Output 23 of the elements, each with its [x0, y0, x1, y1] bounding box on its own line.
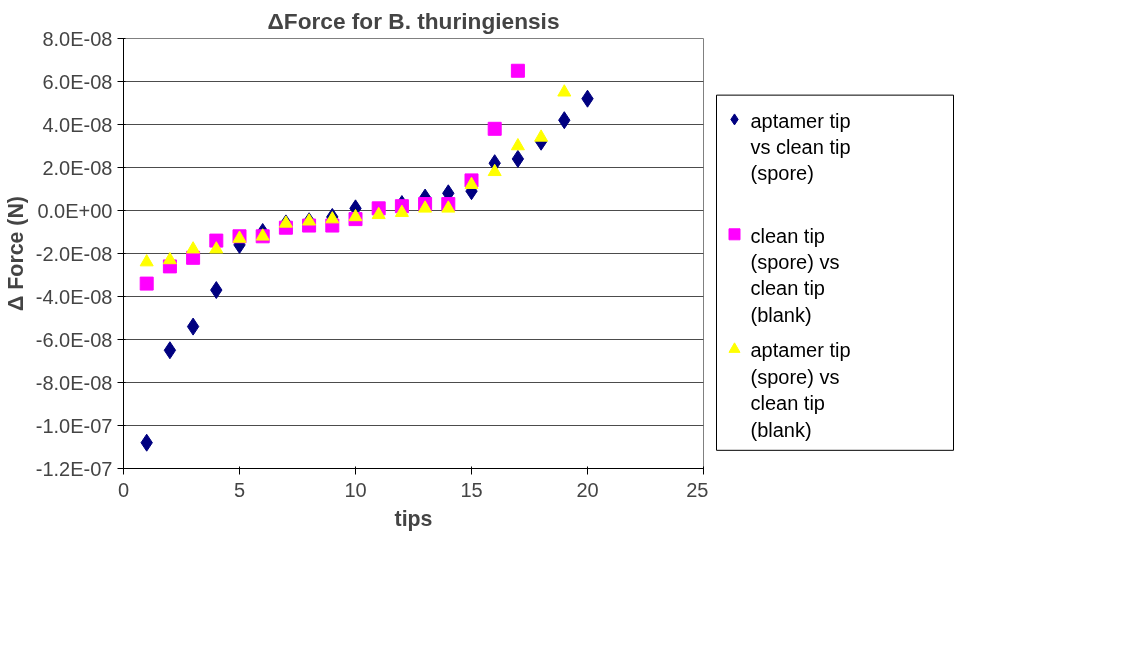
- y-tick-label: 2.0E-08: [42, 156, 113, 179]
- x-axis-title: tips: [394, 506, 433, 531]
- y-tick-label: -2.0E-08: [35, 242, 113, 265]
- y-tick-label: -8.0E-08: [35, 371, 113, 394]
- x-tick-label: 20: [576, 478, 599, 501]
- x-tick-label: 15: [460, 478, 483, 501]
- legend-label: aptamer tip vs clean tip (spore): [750, 109, 851, 185]
- y-tick-label: 6.0E-08: [42, 70, 113, 93]
- legend-label: clean tip (spore) vs clean tip (blank): [750, 224, 840, 326]
- y-tick-label: 0.0E+00: [37, 199, 113, 222]
- y-tick-label: -1.0E-07: [35, 414, 113, 437]
- chart-title: ΔForce for B. thuringiensis: [267, 7, 560, 34]
- x-tick-label: 10: [344, 478, 367, 501]
- y-tick-label: -1.2E-07: [35, 457, 113, 480]
- x-tick-label: 25: [686, 478, 709, 501]
- y-tick-label: 8.0E-08: [42, 27, 113, 50]
- x-tick-label: 5: [233, 478, 246, 501]
- y-axis-title: Δ Force (N): [3, 196, 28, 311]
- y-tick-label: -4.0E-08: [35, 285, 113, 308]
- y-tick-label: -6.0E-08: [35, 328, 113, 351]
- y-tick-label: 4.0E-08: [42, 113, 113, 136]
- x-tick-label: 0: [117, 478, 130, 501]
- legend-label: aptamer tip (spore) vs clean tip (blank): [750, 339, 851, 441]
